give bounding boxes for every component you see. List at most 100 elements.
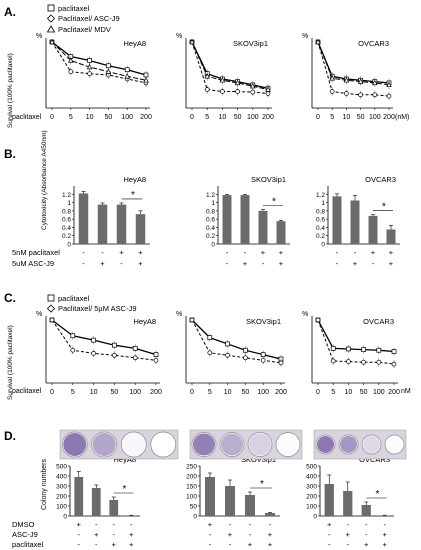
- series-line-1: [51, 319, 157, 356]
- condition-sign: +: [364, 540, 369, 549]
- bar: [135, 214, 146, 244]
- chart-b-skov3ip1: SKOV3ip1 0 0.20.40.6 0.811.2 * - - + + - + - +: [206, 175, 290, 268]
- data-point: [132, 346, 138, 351]
- legend-c: paclitaxel Paclitaxel/ 5µM ASC-J9: [46, 294, 137, 313]
- data-point: [207, 350, 213, 356]
- chart-title: SKOV3ip1: [241, 455, 276, 464]
- data-point: [372, 79, 378, 86]
- chart-title: HeyA8: [123, 39, 146, 48]
- x-tick-label: 0: [50, 389, 54, 396]
- condition-sign: -: [244, 248, 247, 257]
- data-point: [243, 347, 248, 353]
- panel-d-row-label-3: paclitaxel: [12, 540, 44, 549]
- x-tick-label: 0: [316, 389, 320, 396]
- condition-sign: -: [226, 248, 229, 257]
- data-point: [391, 349, 397, 354]
- data-point: [70, 333, 76, 339]
- legend-triangle-marker: [46, 25, 56, 33]
- data-point: [189, 38, 195, 45]
- series-line-1: [191, 41, 269, 89]
- data-point: [112, 352, 117, 358]
- x-tick-label: 50: [242, 389, 250, 396]
- condition-sign: -: [249, 530, 252, 539]
- data-point: [376, 347, 382, 353]
- data-point: [91, 351, 96, 356]
- colony-stain: [386, 436, 403, 453]
- data-point: [235, 89, 240, 94]
- bar: [332, 196, 342, 244]
- x-tick-label: 100: [257, 389, 269, 396]
- chart-title: SKOV3ip1: [233, 39, 268, 48]
- condition-sign: -: [209, 530, 212, 539]
- colony-stain: [277, 434, 299, 456]
- panel-letter-c: C.: [4, 291, 16, 305]
- x-tick-label: 0: [50, 114, 54, 121]
- significance-star: *: [272, 197, 276, 208]
- condition-sign: +: [129, 530, 134, 539]
- condition-sign: -: [365, 520, 368, 529]
- y-tick-label: 100: [56, 504, 67, 511]
- data-point: [346, 346, 351, 352]
- condition-sign: +: [268, 540, 273, 549]
- x-tick-label: 5: [205, 114, 209, 121]
- y-tick-label: 400: [56, 474, 67, 481]
- y-tick-label: 50: [190, 504, 198, 511]
- panel-c-xlabel: paclitaxel: [12, 388, 42, 395]
- condition-sign: +: [129, 540, 134, 549]
- chart-c-heya8: % HeyA8 0 5 10 50 100 200: [36, 311, 162, 396]
- condition-sign: -: [209, 540, 212, 549]
- bar: [225, 486, 235, 516]
- data-point: [204, 87, 210, 92]
- x-tick-label: 10: [343, 114, 351, 121]
- data-point: [124, 73, 130, 79]
- data-point: [68, 57, 74, 63]
- data-point: [87, 58, 92, 63]
- x-tick-label: 5: [69, 114, 73, 121]
- colony-plate-skov3ip1: [189, 429, 303, 460]
- data-point: [343, 77, 350, 83]
- data-point: [106, 63, 111, 69]
- data-point: [87, 71, 92, 77]
- series-line-2: [51, 41, 147, 84]
- y-tick-label: 200: [186, 474, 197, 481]
- condition-sign: +: [268, 530, 273, 539]
- colony-plate-ovcar3: [313, 429, 407, 460]
- y-tick-label: 200: [56, 494, 67, 501]
- plate-well: [247, 432, 273, 457]
- x-tick-label: 100: [121, 114, 133, 121]
- condition-sign: +: [243, 259, 248, 268]
- y-tick-label: 0: [313, 514, 317, 521]
- data-point: [357, 78, 364, 84]
- y-tick-label: 0: [67, 242, 71, 249]
- panel-b-ylabel: Cytotoxicity (Absorbance A450nm): [41, 130, 48, 230]
- x-tick-label: 10: [86, 114, 94, 121]
- x-tick-label: 200: [388, 389, 400, 396]
- series-line-2: [191, 41, 269, 94]
- bar: [222, 195, 232, 244]
- condition-sign: +: [119, 248, 124, 257]
- chart-title: SKOV3ip1: [251, 175, 286, 184]
- condition-sign: +: [279, 259, 284, 268]
- condition-sign: +: [248, 540, 253, 549]
- bar: [368, 215, 378, 244]
- series-line-2: [317, 319, 395, 365]
- condition-sign: -: [347, 520, 350, 529]
- chart-title: OVCAR3: [363, 317, 394, 326]
- condition-sign: +: [94, 530, 99, 539]
- legend-diamond-marker: [46, 304, 56, 313]
- y-tick-label: 200: [306, 494, 317, 501]
- condition-sign: +: [389, 259, 394, 268]
- condition-sign: -: [269, 520, 272, 529]
- bar: [324, 484, 334, 516]
- bar: [265, 513, 275, 516]
- colony-stain: [340, 436, 357, 453]
- condition-sign: -: [95, 520, 98, 529]
- panel-c-unit: nM: [401, 388, 411, 395]
- significance-star: *: [382, 202, 386, 213]
- condition-sign: +: [383, 540, 388, 549]
- series-line-2: [191, 319, 282, 364]
- plate-well: [275, 432, 301, 457]
- panel-d-row-label-1: DMSO: [12, 520, 35, 529]
- y-tick-label: 1.2: [316, 192, 325, 199]
